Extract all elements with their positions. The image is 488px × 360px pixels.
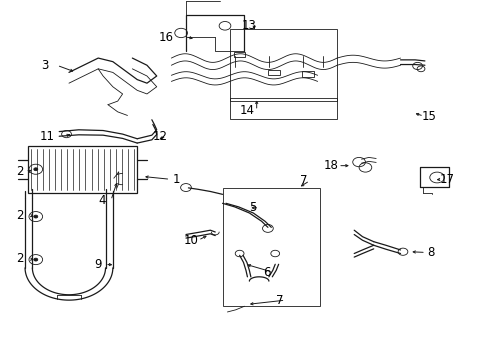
Text: 15: 15 [421, 110, 435, 123]
Text: 13: 13 [242, 19, 256, 32]
Text: 8: 8 [426, 246, 433, 259]
Text: 16: 16 [159, 31, 174, 44]
Bar [222, 188, 320, 306]
Text: 3: 3 [41, 59, 48, 72]
Text: 14: 14 [240, 104, 254, 117]
Circle shape [34, 258, 38, 261]
Bar [27, 146, 137, 193]
Text: 17: 17 [439, 173, 454, 186]
Text: 4: 4 [98, 194, 105, 207]
Text: 7: 7 [275, 294, 283, 307]
Text: 6: 6 [262, 266, 270, 279]
Text: 18: 18 [323, 159, 338, 172]
Bar [267, 69, 279, 75]
Text: 7: 7 [300, 174, 307, 187]
Bar [229, 98, 336, 119]
Text: 2: 2 [17, 209, 24, 222]
Text: 2: 2 [17, 165, 24, 178]
Text: 10: 10 [183, 234, 198, 247]
Text: 12: 12 [153, 130, 168, 143]
Bar [229, 30, 336, 101]
Text: 1: 1 [172, 173, 180, 186]
Text: 5: 5 [249, 201, 256, 214]
Circle shape [34, 168, 38, 171]
Text: 2: 2 [17, 252, 24, 265]
Circle shape [34, 215, 38, 218]
Bar [233, 51, 245, 57]
Text: 9: 9 [94, 258, 102, 271]
Text: 11: 11 [40, 130, 55, 143]
Bar [302, 71, 313, 77]
